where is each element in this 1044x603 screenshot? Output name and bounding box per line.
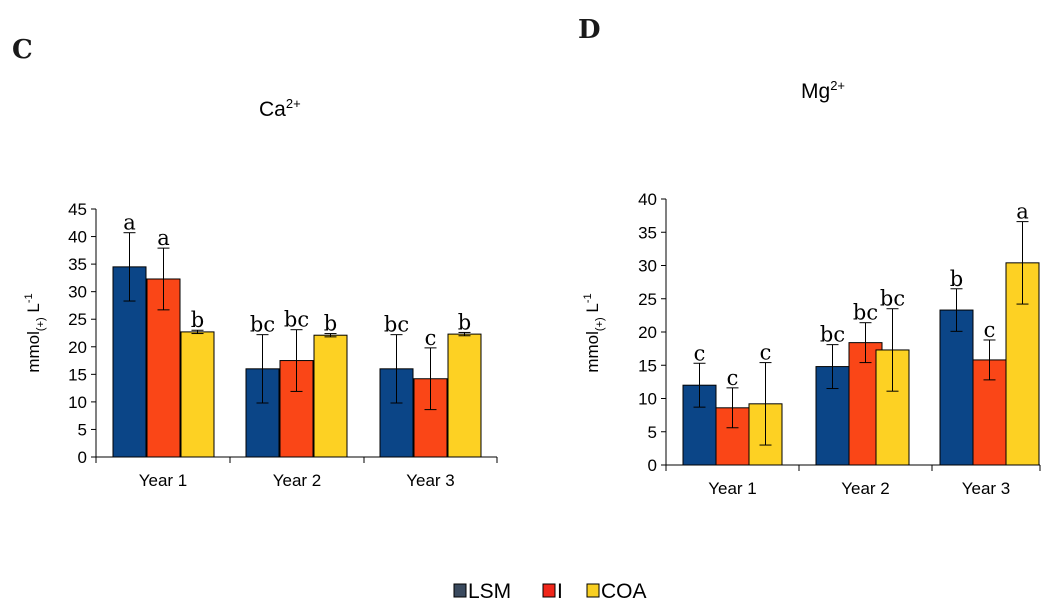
- chart-c-ylabel: mmol(+) L-1: [23, 293, 47, 372]
- chart-d-significance-letter: bc: [820, 323, 845, 347]
- chart-d-significance-letter: c: [727, 366, 739, 390]
- chart-c-y-tick-label: 40: [68, 228, 87, 247]
- legend-label-coa: COA: [601, 580, 647, 603]
- chart-d-category-label: Year 1: [708, 479, 757, 498]
- chart-d-y-tick-label: 30: [638, 257, 657, 276]
- chart-d-ylabel-sup: -1: [582, 293, 594, 303]
- chart-d-y-tick-label: 10: [638, 390, 657, 409]
- chart-c-y-tick-label: 35: [68, 255, 87, 274]
- chart-d-significance-letter: c: [694, 341, 706, 365]
- chart-d-category-label: Year 3: [962, 479, 1011, 498]
- chart-d-y-tick-label: 25: [638, 290, 657, 309]
- chart-c-y-tick-label: 30: [68, 283, 87, 302]
- panel-letter-c: C: [12, 35, 33, 65]
- chart-d-significance-letter: c: [984, 318, 996, 342]
- chart-c-y-tick-label: 25: [68, 310, 87, 329]
- chart-c-significance-letter: b: [458, 310, 471, 334]
- legend-swatch-coa: [586, 583, 600, 598]
- chart-c-significance-letter: bc: [250, 313, 275, 337]
- chart-d-y-tick-label: 40: [638, 190, 657, 209]
- chart-d-significance-letter: c: [760, 341, 772, 365]
- chart-d-y-tick-label: 35: [638, 223, 657, 242]
- chart-c-y-tick-label: 15: [68, 365, 87, 384]
- chart-c-ylabel-sup: -1: [23, 293, 35, 303]
- chart-c-y-tick-label: 45: [68, 200, 87, 219]
- chart-c-category-label: Year 3: [406, 471, 455, 490]
- legend: LSM I COA: [453, 580, 647, 603]
- chart-d-ylabel-sub: (+): [594, 317, 606, 331]
- chart-d-category-label: Year 2: [841, 479, 890, 498]
- chart-c-significance-letter: bc: [384, 313, 409, 337]
- chart-c-y-tick-label: 0: [78, 448, 87, 467]
- chart-c-y-tick-label: 10: [68, 393, 87, 412]
- chart-d-ylabel-main: mmol: [583, 331, 602, 373]
- legend-swatch-lsm: [453, 583, 467, 598]
- chart-d-y-tick-label: 20: [638, 323, 657, 342]
- chart-c-bar-lsm: [112, 266, 147, 458]
- chart-c-significance-letter: b: [191, 308, 204, 332]
- panel-letter-d: D: [578, 15, 601, 45]
- chart-c-bar-coa: [180, 331, 215, 458]
- legend-label-i: I: [557, 580, 563, 603]
- chart-c-category-label: Year 2: [273, 471, 322, 490]
- chart-c-ylabel-unit: L: [24, 303, 43, 317]
- chart-c-ylabel-main: mmol: [24, 331, 43, 373]
- chart-c-category-label: Year 1: [139, 471, 188, 490]
- chart-c-significance-letter: b: [324, 312, 337, 336]
- chart-d-significance-letter: bc: [853, 301, 878, 325]
- chart-c-title: Ca2+: [259, 96, 301, 121]
- chart-d-bar-lsm: [939, 309, 974, 466]
- chart-c-title-base: Ca: [259, 98, 286, 121]
- chart-c-bar-coa: [447, 333, 482, 458]
- legend-label-lsm: LSM: [468, 580, 511, 603]
- chart-d-significance-letter: bc: [880, 287, 905, 311]
- chart-d-significance-letter: a: [1016, 200, 1029, 224]
- chart-d-y-tick-label: 15: [638, 356, 657, 375]
- chart-d-ylabel-unit: L: [583, 303, 602, 317]
- chart-c-y-tick-label: 5: [78, 420, 87, 439]
- chart-c-bar-coa: [313, 334, 348, 458]
- chart-c-y-tick-label: 20: [68, 338, 87, 357]
- chart-d-y-tick-label: 0: [648, 456, 657, 475]
- legend-swatch-i: [542, 583, 556, 598]
- chart-d-title-base: Mg: [801, 80, 830, 103]
- chart-d-ylabel: mmol(+) L-1: [582, 293, 606, 372]
- chart-d-title-sup: 2+: [830, 78, 845, 93]
- chart-c-title-sup: 2+: [286, 96, 301, 111]
- chart-c-ylabel-sub: (+): [35, 317, 47, 331]
- chart-c-significance-letter: bc: [284, 308, 309, 332]
- chart-d-significance-letter: b: [950, 267, 963, 291]
- chart-d-y-tick-label: 5: [648, 423, 657, 442]
- chart-c-significance-letter: a: [123, 211, 136, 235]
- chart-c-significance-letter: c: [425, 326, 437, 350]
- chart-c-significance-letter: a: [157, 226, 170, 250]
- chart-d-title: Mg2+: [801, 78, 845, 103]
